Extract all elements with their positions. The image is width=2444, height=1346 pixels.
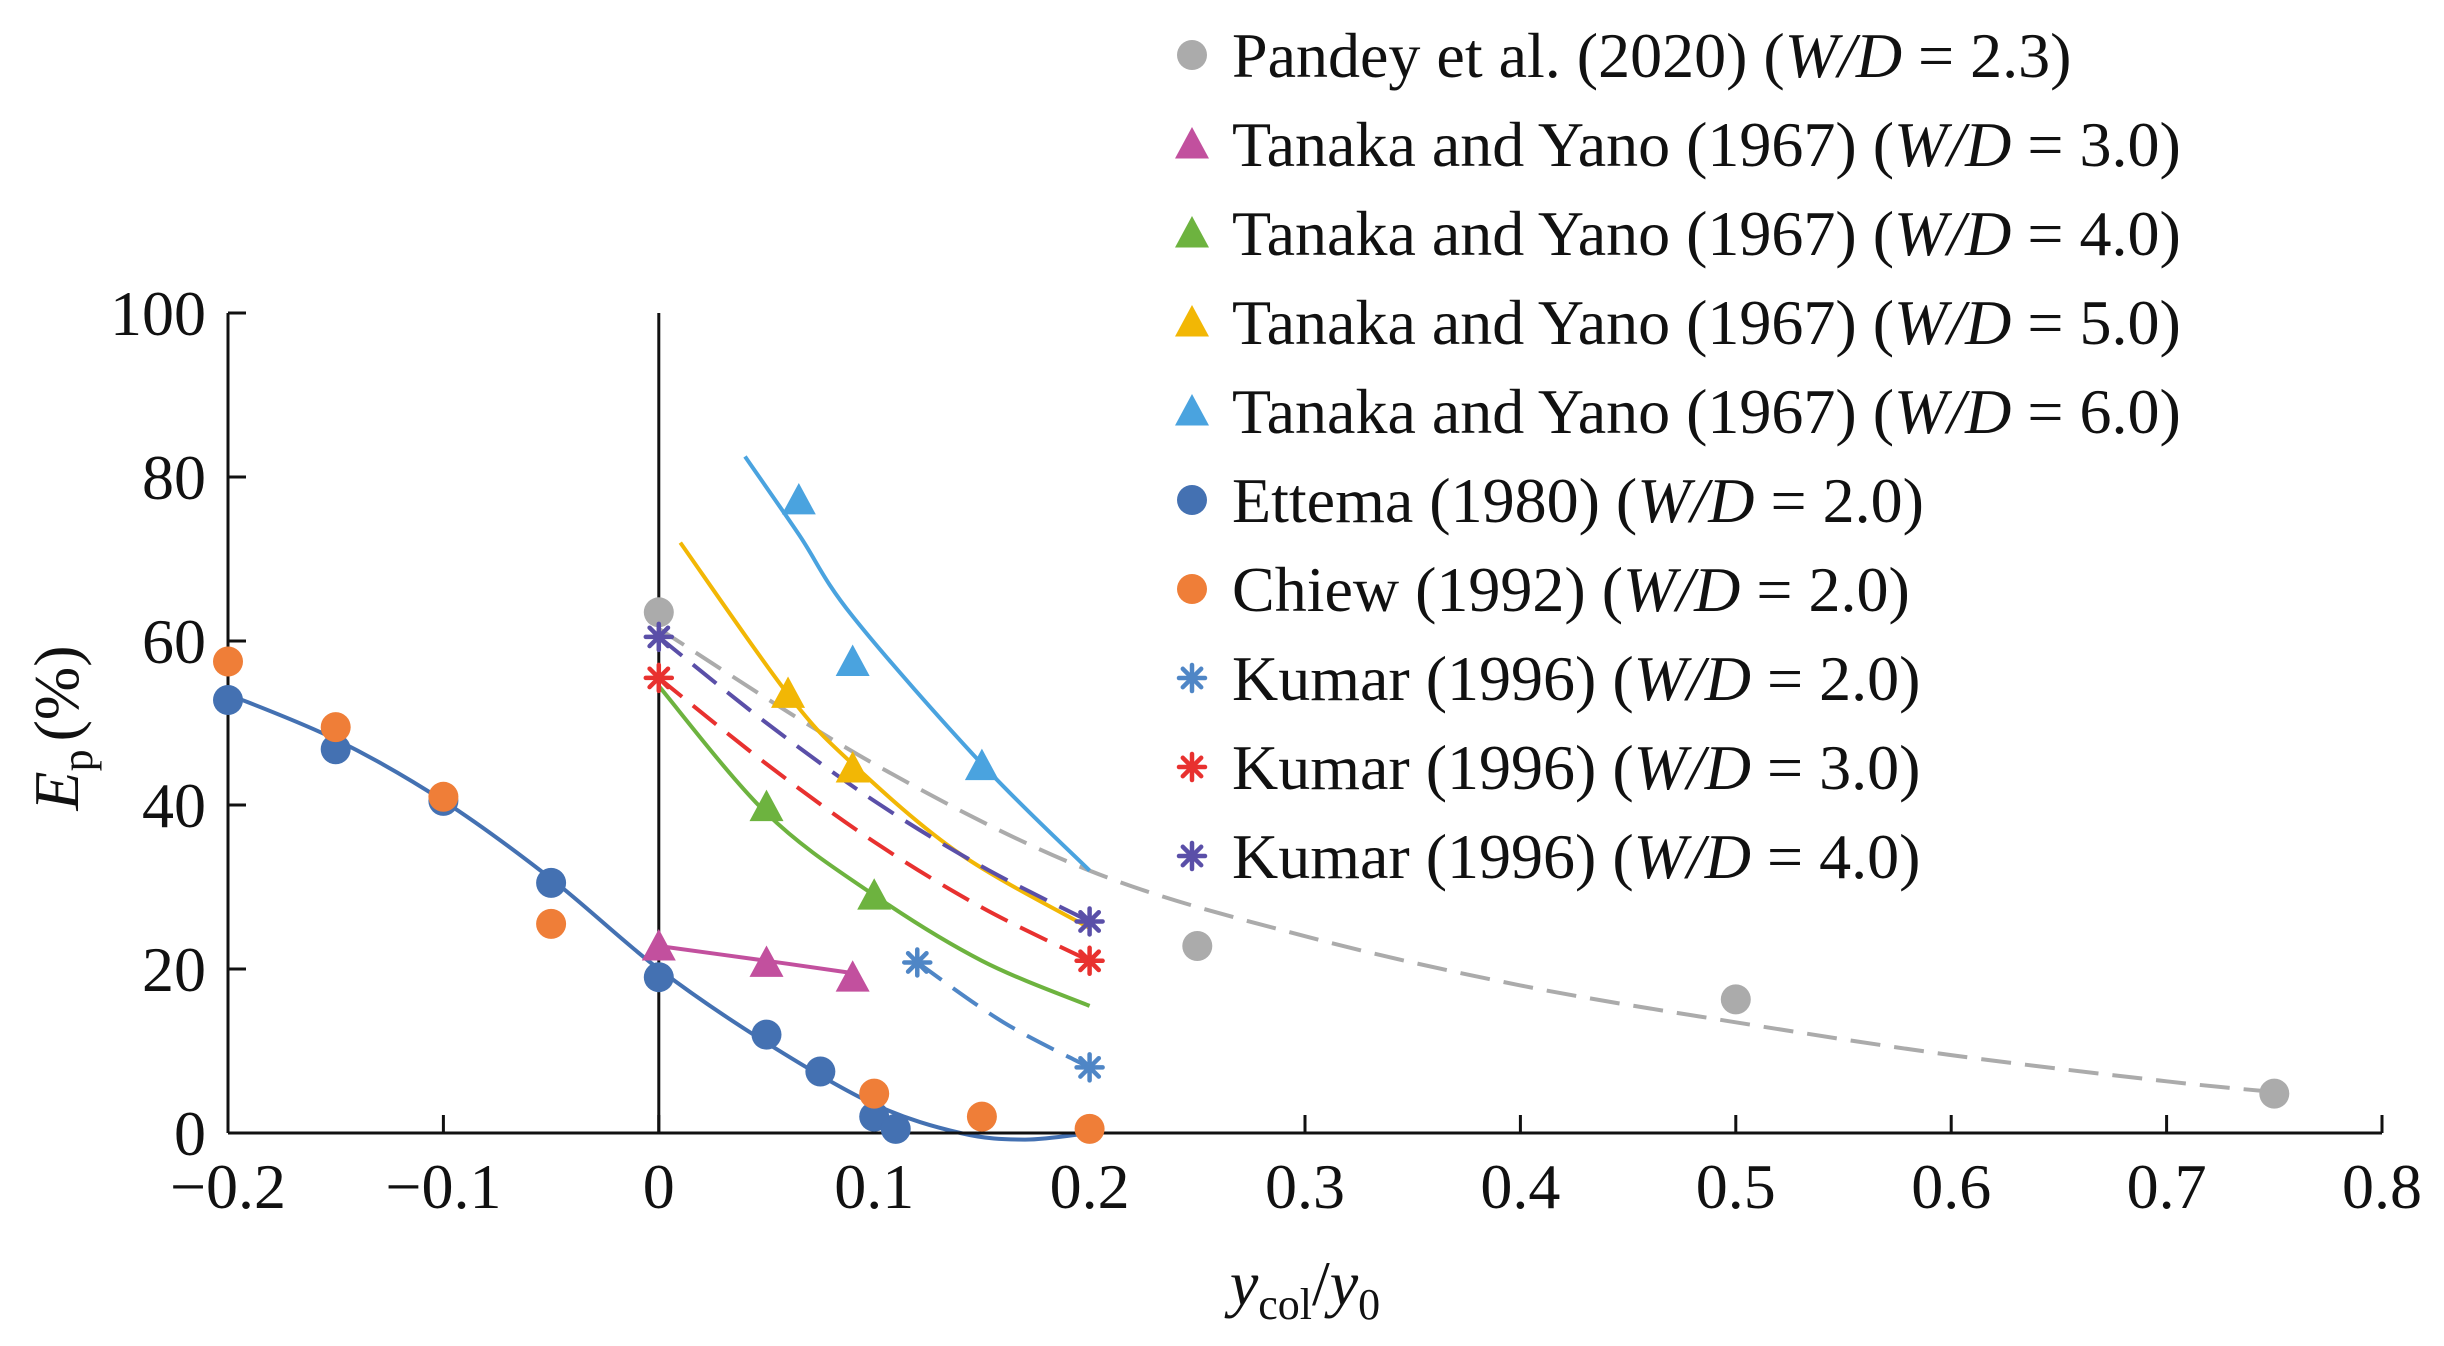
data-point-series-0	[2259, 1078, 2290, 1109]
data-point-series-6	[536, 908, 567, 939]
data-point-series-0	[1720, 984, 1751, 1015]
data-point-series-6	[859, 1078, 890, 1109]
x-tick-label: 0	[643, 1151, 675, 1222]
legend-label: Tanaka and Yano (1967) (W/D = 6.0)	[1232, 376, 2181, 447]
legend-marker	[1176, 662, 1208, 694]
data-point-series-8	[643, 662, 675, 694]
legend-label: Ettema (1980) (W/D = 2.0)	[1232, 465, 1924, 536]
data-point-series-2	[749, 789, 784, 822]
fit-line-series-0	[657, 627, 2275, 1094]
data-points	[213, 482, 2290, 1144]
x-tick-label: 0.3	[1265, 1151, 1345, 1222]
y-tick-label: 20	[142, 934, 206, 1005]
fit-line-series-5	[227, 692, 1090, 1142]
data-point-series-7	[1074, 1052, 1105, 1083]
fit-line-series-3	[678, 541, 1091, 930]
legend-label: Tanaka and Yano (1967) (W/D = 3.0)	[1232, 109, 2181, 180]
data-point-series-3	[771, 676, 806, 708]
legend-marker	[1176, 751, 1208, 783]
y-tick-label: 100	[110, 278, 206, 349]
data-point-series-3	[835, 751, 870, 783]
legend-marker	[1177, 485, 1207, 515]
axes: −0.2 −0.1 0 0.1 0.2 0.3 0.4 0.5 0.6 0.7 0.8 0 20 40 60…	[110, 278, 2422, 1222]
y-tick-label: 80	[142, 442, 206, 513]
data-point-series-1	[835, 960, 870, 992]
legend-label: Tanaka and Yano (1967) (W/D = 5.0)	[1232, 287, 2181, 358]
legend-marker	[1175, 127, 1209, 159]
y-tick-label: 60	[142, 606, 206, 677]
fit-line-series-8	[657, 676, 1091, 963]
legend-marker	[1177, 574, 1207, 604]
x-tick-label: 0.8	[2342, 1151, 2422, 1222]
data-point-series-4	[835, 644, 870, 676]
x-tick-label: 0.5	[1696, 1151, 1776, 1222]
x-tick-label: 0.7	[2127, 1151, 2207, 1222]
data-point-series-5	[805, 1056, 836, 1087]
data-point-series-5	[213, 685, 243, 716]
legend-marker	[1177, 40, 1207, 70]
legend-label: Kumar (1996) (W/D = 4.0)	[1232, 821, 1920, 892]
fit-lines	[227, 455, 2275, 1142]
x-tick-label: 0.2	[1050, 1151, 1130, 1222]
x-tick-label: −0.1	[385, 1151, 501, 1222]
legend-marker	[1175, 305, 1209, 337]
y-tick-label: 0	[174, 1098, 206, 1169]
data-point-series-1	[749, 945, 784, 977]
data-point-series-0	[643, 597, 674, 628]
y-tick-label: 40	[142, 770, 206, 841]
data-point-series-5	[880, 1113, 911, 1144]
fit-line-series-2	[657, 684, 1091, 1008]
x-axis-title: ycol/y0	[1224, 1248, 1380, 1329]
data-point-series-4	[781, 482, 816, 515]
legend-label: Kumar (1996) (W/D = 2.0)	[1232, 643, 1920, 714]
data-point-series-9	[1074, 906, 1105, 937]
data-point-series-6	[428, 781, 459, 812]
x-tick-label: 0.6	[1911, 1151, 1991, 1222]
data-point-series-6	[213, 646, 243, 677]
x-tick-label: 0.1	[834, 1151, 914, 1222]
data-point-series-5	[536, 867, 567, 898]
data-point-series-6	[966, 1101, 997, 1132]
legend-label: Pandey et al. (2020) (W/D = 2.3)	[1232, 20, 2071, 91]
legend-marker	[1175, 394, 1209, 426]
fit-line-series-9	[657, 635, 1091, 924]
x-tick-label: 0.4	[1480, 1151, 1560, 1222]
axis-titles: ycol/y0 Ep(%)	[21, 645, 1380, 1329]
data-point-series-9	[643, 621, 675, 653]
legend: Pandey et al. (2020) (W/D = 2.3) Tanaka a…	[1175, 20, 2181, 892]
data-point-series-8	[1074, 945, 1105, 977]
fit-line-series-7	[916, 960, 1091, 1070]
data-point-series-5	[320, 734, 351, 765]
legend-marker	[1176, 840, 1208, 872]
data-point-series-5	[643, 962, 674, 993]
data-point-series-6	[1074, 1113, 1105, 1144]
legend-label: Kumar (1996) (W/D = 3.0)	[1232, 732, 1920, 803]
y-axis-title: Ep(%)	[21, 645, 102, 811]
fit-line-series-4	[743, 455, 1092, 873]
data-point-series-4	[964, 748, 999, 781]
data-point-series-2	[857, 878, 892, 910]
data-point-series-0	[1182, 931, 1213, 962]
legend-label: Tanaka and Yano (1967) (W/D = 4.0)	[1232, 198, 2181, 269]
data-point-series-5	[751, 1019, 782, 1050]
legend-marker	[1175, 216, 1209, 248]
legend-label: Chiew (1992) (W/D = 2.0)	[1232, 554, 1910, 625]
data-point-series-6	[320, 712, 351, 743]
data-point-series-7	[902, 947, 933, 978]
data-point-series-1	[641, 929, 676, 961]
x-tick-label: −0.2	[170, 1151, 286, 1222]
